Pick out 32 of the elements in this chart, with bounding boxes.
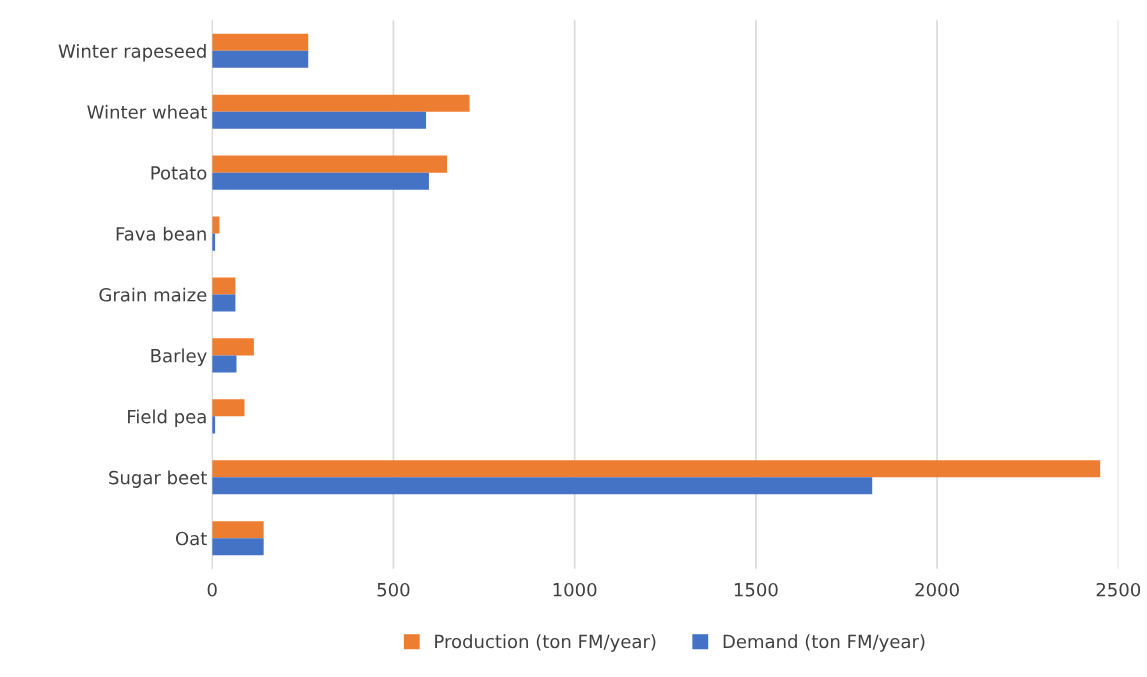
bar bbox=[212, 460, 1101, 478]
bar bbox=[212, 294, 236, 312]
y-tick-label: Winter wheat bbox=[87, 104, 207, 119]
x-tick-label: 1000 bbox=[553, 582, 597, 597]
bar bbox=[212, 94, 470, 112]
bar bbox=[212, 50, 309, 68]
bar bbox=[212, 538, 264, 556]
y-tick-label: Oat bbox=[175, 531, 207, 546]
legend-label: Production (ton FM/year) bbox=[435, 634, 656, 652]
bar bbox=[212, 355, 237, 373]
x-tick-label: 2500 bbox=[1096, 582, 1141, 597]
bar bbox=[212, 33, 309, 51]
y-tick-label: Sugar beet bbox=[109, 470, 207, 488]
bar bbox=[212, 399, 245, 417]
y-tick-label: Barley bbox=[151, 348, 207, 367]
y-tick-label: Grain maize bbox=[99, 287, 207, 302]
y-tick-label: Winter rapeseed bbox=[58, 43, 206, 62]
bar bbox=[212, 111, 427, 129]
legend-label: Demand (ton FM/year) bbox=[723, 634, 925, 652]
bar bbox=[212, 338, 254, 356]
bar bbox=[212, 477, 873, 495]
y-tick-label: Potato bbox=[151, 166, 207, 180]
x-tick-label: 1500 bbox=[734, 582, 778, 597]
y-tick-label: Field pea bbox=[128, 409, 206, 427]
bar bbox=[212, 521, 264, 539]
y-tick-label: Fava bean bbox=[116, 226, 206, 241]
bar bbox=[212, 155, 448, 173]
x-tick-label: 2000 bbox=[915, 582, 959, 597]
bar bbox=[212, 277, 236, 295]
x-tick-label: 500 bbox=[377, 582, 410, 597]
bar bbox=[212, 172, 429, 190]
x-tick-label: 0 bbox=[207, 582, 217, 597]
